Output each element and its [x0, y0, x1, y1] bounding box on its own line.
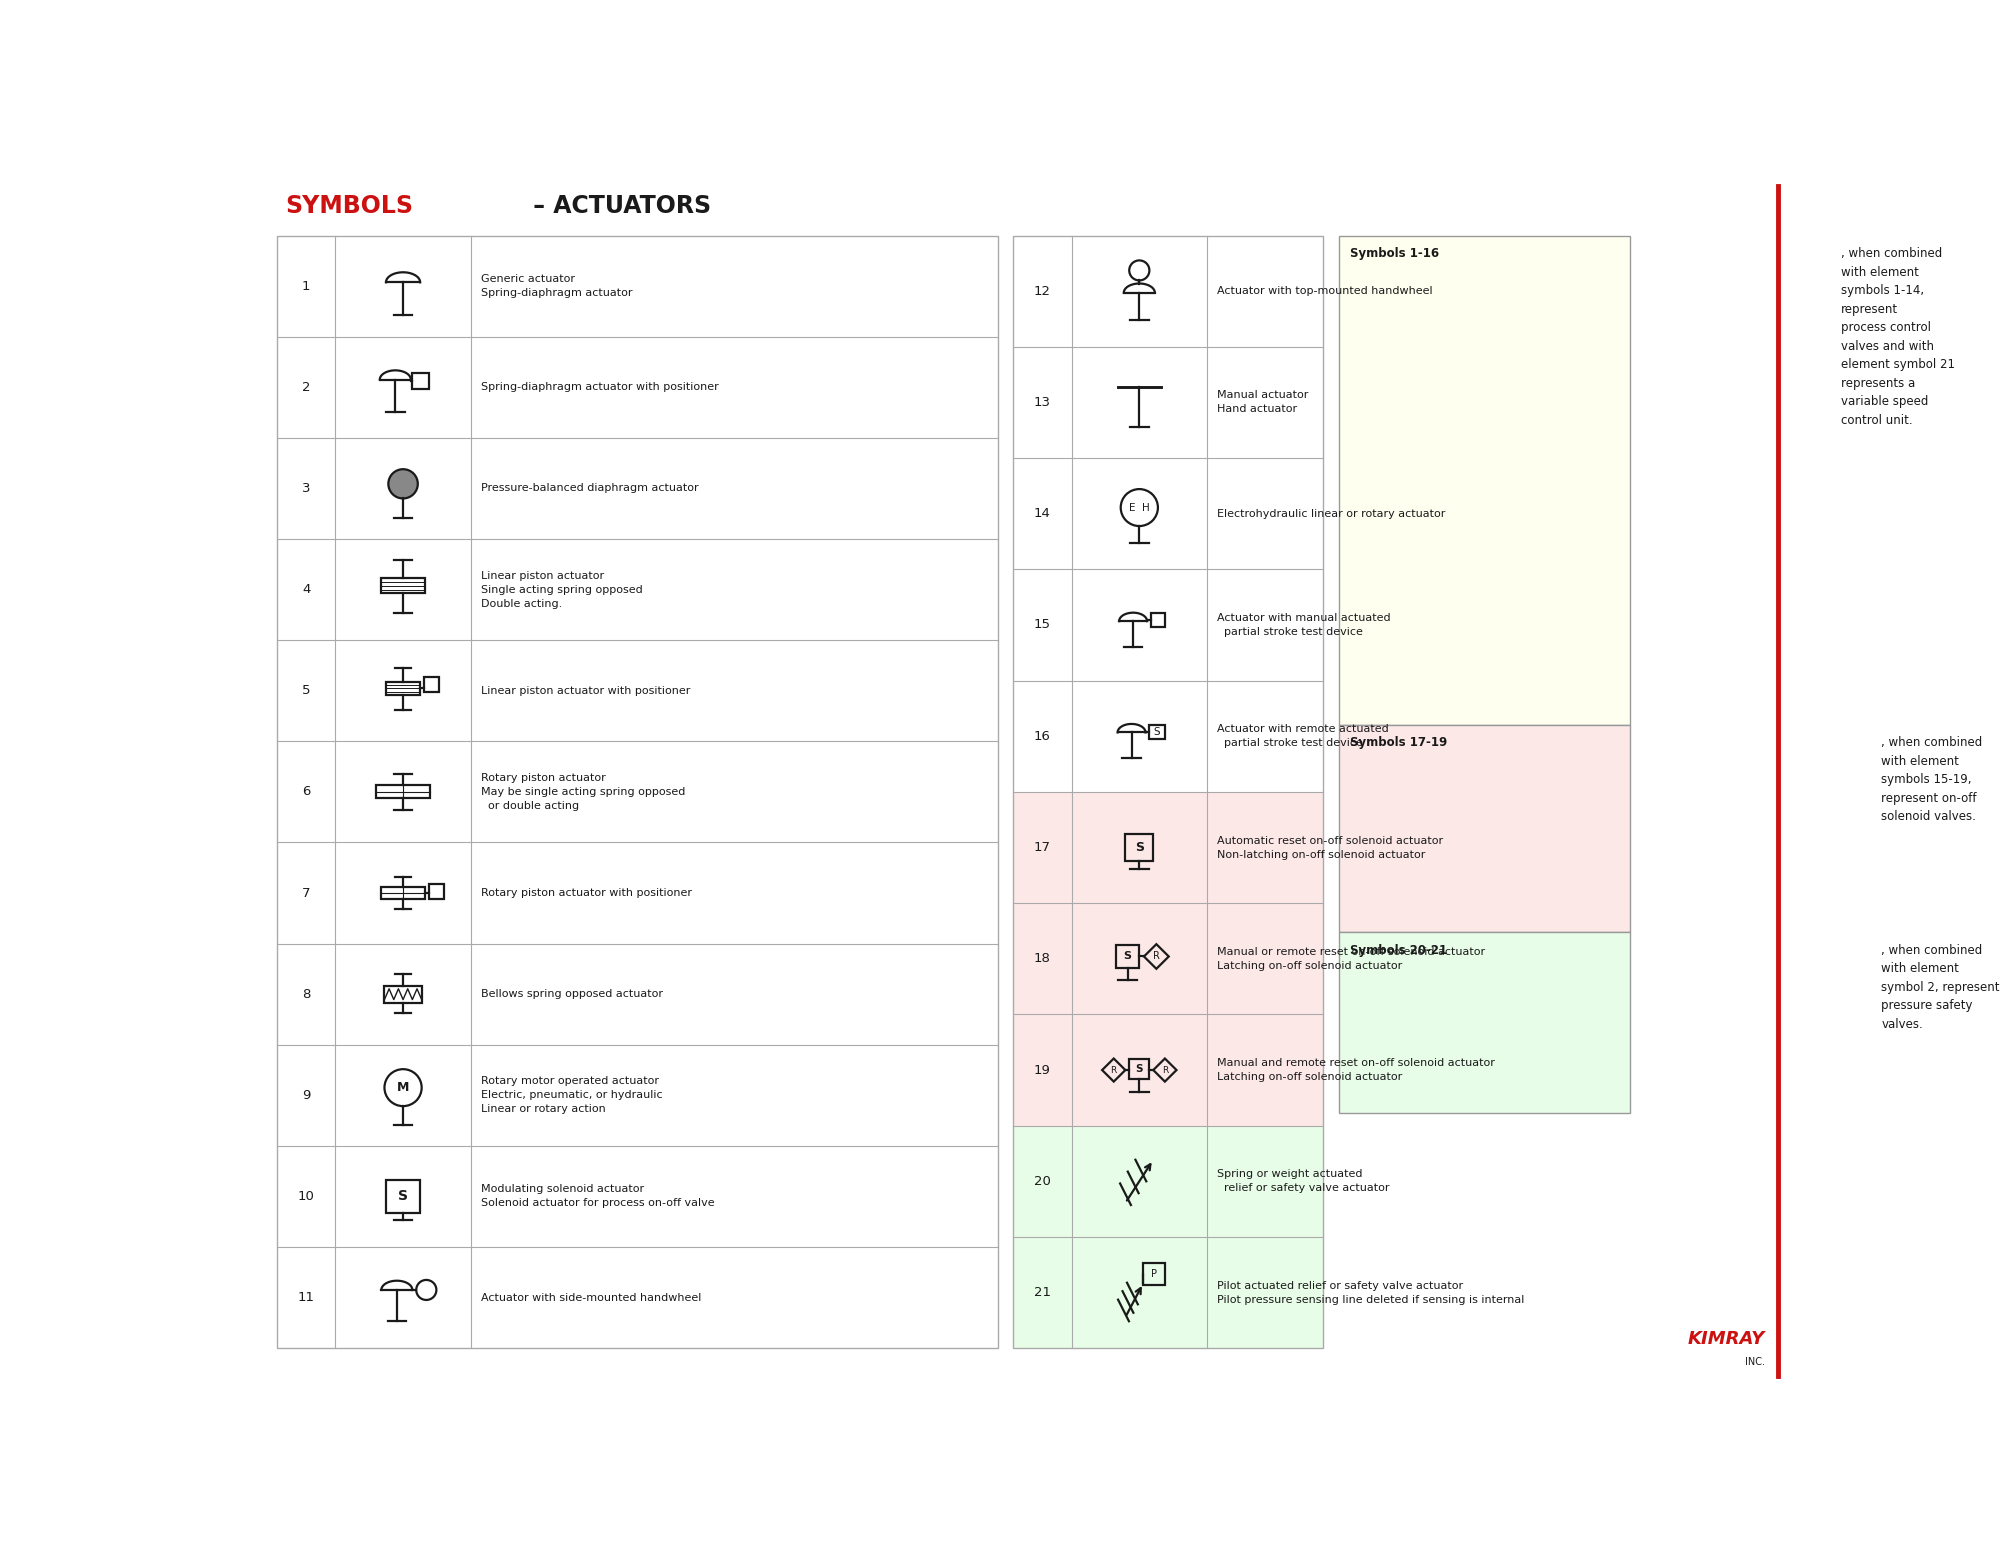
Bar — [412, 374, 430, 390]
Text: , when combined
with element
symbols 15-19,
represent on-off
solenoid valves.: , when combined with element symbols 15-… — [1882, 736, 1982, 822]
Text: 13: 13 — [1034, 396, 1050, 410]
Text: 5: 5 — [302, 685, 310, 697]
Bar — [428, 884, 444, 900]
Text: 12: 12 — [1034, 284, 1050, 298]
Text: 4: 4 — [302, 583, 310, 597]
Text: 18: 18 — [1034, 952, 1050, 965]
Text: Actuator with side-mounted handwheel: Actuator with side-mounted handwheel — [480, 1292, 702, 1303]
Text: INC.: INC. — [1746, 1357, 1766, 1368]
Text: R: R — [1162, 1065, 1168, 1074]
Text: Manual or remote reset on-off solenoid actuator
Latching on-off solenoid actuato: Manual or remote reset on-off solenoid a… — [1218, 946, 1486, 971]
Bar — [384, 986, 422, 1003]
Text: Modulating solenoid actuator
Solenoid actuator for process on-off valve: Modulating solenoid actuator Solenoid ac… — [480, 1184, 714, 1209]
Text: 19: 19 — [1034, 1064, 1050, 1076]
Text: M: M — [396, 1081, 410, 1095]
Text: H: H — [1142, 502, 1150, 513]
Text: Linear piston actuator
Single acting spring opposed
Double acting.: Linear piston actuator Single acting spr… — [480, 570, 642, 609]
Text: Pilot actuated relief or safety valve actuator
Pilot pressure sensing line delet: Pilot actuated relief or safety valve ac… — [1218, 1280, 1524, 1305]
Text: SYMBOLS: SYMBOLS — [284, 193, 412, 218]
Text: 6: 6 — [302, 785, 310, 798]
Text: 14: 14 — [1034, 507, 1050, 521]
Text: Symbols 1-16: Symbols 1-16 — [1350, 247, 1440, 260]
Text: Actuator with manual actuated
  partial stroke test device: Actuator with manual actuated partial st… — [1218, 614, 1390, 637]
Text: 10: 10 — [298, 1190, 314, 1203]
Text: Pressure-balanced diaphragm actuator: Pressure-balanced diaphragm actuator — [480, 484, 698, 493]
Text: R: R — [1152, 951, 1160, 962]
Text: Manual and remote reset on-off solenoid actuator
Latching on-off solenoid actuat: Manual and remote reset on-off solenoid … — [1218, 1057, 1496, 1082]
Text: S: S — [1134, 841, 1144, 853]
Text: Generic actuator
Spring-diaphragm actuator: Generic actuator Spring-diaphragm actuat… — [480, 274, 632, 298]
Text: – ACTUATORS: – ACTUATORS — [526, 193, 712, 218]
Text: 20: 20 — [1034, 1175, 1050, 1187]
Bar — [382, 887, 424, 898]
Bar — [1338, 235, 1630, 725]
Bar — [1014, 903, 1324, 1014]
Text: 9: 9 — [302, 1088, 310, 1102]
Text: Rotary piston actuator
May be single acting spring opposed
  or double acting: Rotary piston actuator May be single act… — [480, 773, 686, 812]
Text: Linear piston actuator with positioner: Linear piston actuator with positioner — [480, 686, 690, 696]
Bar — [1126, 833, 1154, 861]
Bar — [1014, 235, 1324, 1348]
Text: , when combined
with element
symbols 1-14,
represent
process control
valves and : , when combined with element symbols 1-1… — [1840, 247, 1954, 427]
Text: Actuator with remote actuated
  partial stroke test device: Actuator with remote actuated partial st… — [1218, 724, 1388, 748]
Text: 3: 3 — [302, 482, 310, 495]
Text: S: S — [1136, 1064, 1144, 1073]
Bar — [1338, 725, 1630, 932]
Bar — [382, 578, 424, 594]
Bar — [1130, 1059, 1150, 1079]
Text: P: P — [1152, 1269, 1158, 1279]
Text: 16: 16 — [1034, 730, 1050, 742]
Text: Automatic reset on-off solenoid actuator
Non-latching on-off solenoid actuator: Automatic reset on-off solenoid actuator… — [1218, 835, 1444, 860]
Text: Symbols 17-19: Symbols 17-19 — [1350, 736, 1448, 750]
Text: Electrohydraulic linear or rotary actuator: Electrohydraulic linear or rotary actuat… — [1218, 509, 1446, 519]
Bar — [1150, 614, 1164, 628]
Bar — [278, 235, 998, 1348]
Text: S: S — [1154, 727, 1160, 736]
Text: KIMRAY: KIMRAY — [1688, 1330, 1766, 1348]
Text: 7: 7 — [302, 886, 310, 900]
Text: Bellows spring opposed actuator: Bellows spring opposed actuator — [480, 989, 662, 999]
Text: 21: 21 — [1034, 1286, 1050, 1299]
Text: 11: 11 — [298, 1291, 314, 1305]
Bar — [1014, 792, 1324, 903]
Text: Symbols 20-21: Symbols 20-21 — [1350, 945, 1448, 957]
Bar — [1014, 1125, 1324, 1237]
Bar — [376, 785, 430, 798]
Bar — [1014, 1014, 1324, 1125]
Circle shape — [388, 468, 418, 498]
Text: Rotary piston actuator with positioner: Rotary piston actuator with positioner — [480, 887, 692, 898]
Text: Spring-diaphragm actuator with positioner: Spring-diaphragm actuator with positione… — [480, 382, 718, 393]
Text: Spring or weight actuated
  relief or safety valve actuator: Spring or weight actuated relief or safe… — [1218, 1169, 1390, 1194]
Bar — [1150, 725, 1164, 739]
Bar — [1014, 1237, 1324, 1348]
Text: E: E — [1130, 502, 1136, 513]
Text: 2: 2 — [302, 380, 310, 394]
Text: 8: 8 — [302, 988, 310, 1000]
Bar — [424, 677, 440, 693]
Text: Actuator with top-mounted handwheel: Actuator with top-mounted handwheel — [1218, 286, 1432, 297]
Text: Rotary motor operated actuator
Electric, pneumatic, or hydraulic
Linear or rotar: Rotary motor operated actuator Electric,… — [480, 1076, 662, 1115]
Text: , when combined
with element
symbol 2, represent
pressure safety
valves.: , when combined with element symbol 2, r… — [1882, 945, 2000, 1031]
Bar — [1338, 932, 1630, 1113]
Text: 17: 17 — [1034, 841, 1050, 853]
Text: 15: 15 — [1034, 618, 1050, 631]
Text: R: R — [1110, 1065, 1116, 1074]
Bar — [386, 682, 420, 696]
Text: S: S — [1124, 951, 1132, 962]
Text: Manual actuator
Hand actuator: Manual actuator Hand actuator — [1218, 391, 1308, 414]
Bar — [386, 1180, 420, 1214]
Text: 1: 1 — [302, 280, 310, 292]
Bar — [1116, 945, 1140, 968]
Text: S: S — [398, 1189, 408, 1203]
Bar — [1144, 1263, 1164, 1285]
